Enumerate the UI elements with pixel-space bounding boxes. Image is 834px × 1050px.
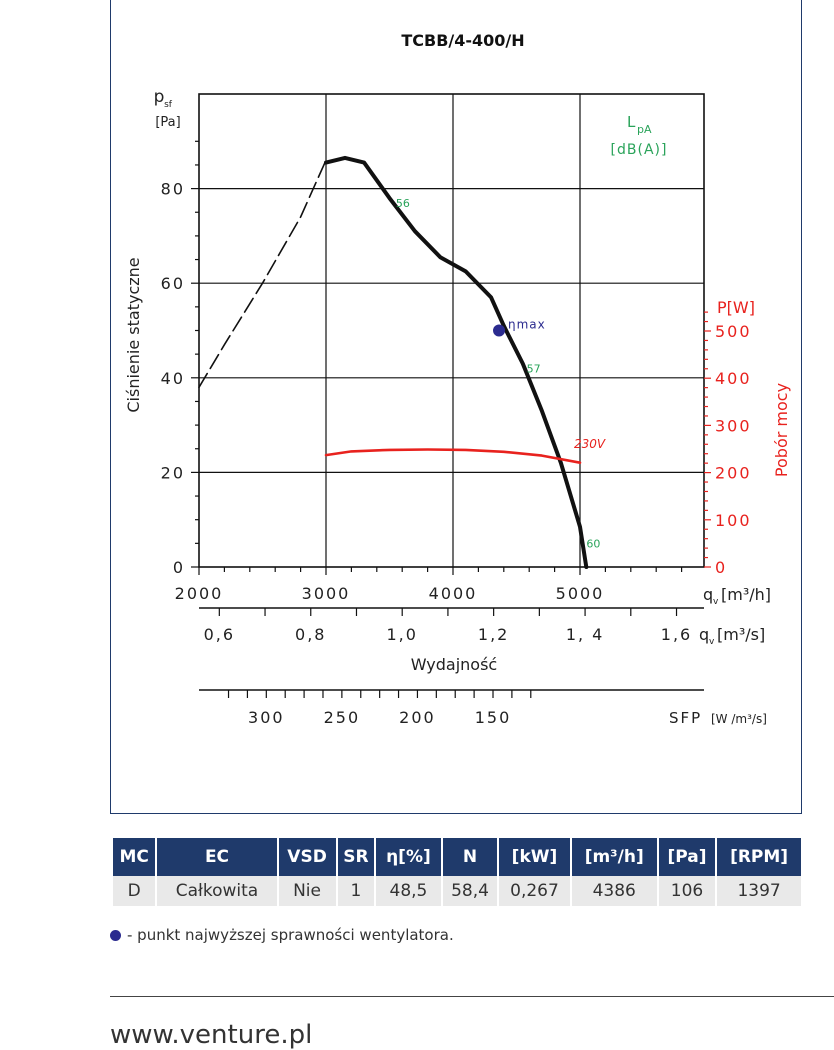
power-axis-title: Pobór mocy bbox=[772, 383, 791, 477]
y-tick-label: 40 bbox=[161, 369, 185, 388]
eta-dot-icon bbox=[110, 929, 121, 941]
table-row: D Całkowita Nie 1 48,5 58,4 0,267 4386 106 1397 bbox=[113, 876, 801, 906]
grid bbox=[199, 94, 704, 567]
noise-label: 56 bbox=[396, 197, 410, 210]
lpa-unit: [dB(A)] bbox=[611, 142, 668, 158]
table-cell: 4386 bbox=[571, 876, 657, 906]
table-header-cell: EC bbox=[157, 838, 277, 876]
y-unit-sub: sf bbox=[164, 100, 173, 110]
table-cell: 48,5 bbox=[376, 876, 441, 906]
y-tick-label: 0 bbox=[173, 558, 185, 577]
power-tick-label: 100 bbox=[715, 511, 752, 530]
footer-divider bbox=[110, 996, 834, 997]
x-tick-label: 3000 bbox=[302, 584, 351, 603]
series bbox=[198, 155, 589, 569]
table-cell: 1 bbox=[337, 876, 375, 906]
sfp-unit: [W /m³/s] bbox=[711, 712, 767, 726]
x-unit-m3h-rest: [m³/h] bbox=[721, 585, 771, 604]
y-tick-label: 80 bbox=[161, 180, 185, 199]
power-tick-label: 400 bbox=[715, 369, 752, 388]
table-cell: 58,4 bbox=[442, 876, 498, 906]
table-header-cell: [kW] bbox=[499, 838, 570, 876]
table-cell: 0,267 bbox=[499, 876, 570, 906]
lpa-sub: pA bbox=[637, 123, 652, 136]
y-unit-label: p bbox=[154, 87, 165, 107]
power-tick-label: 200 bbox=[715, 464, 752, 483]
power-tick-label: 0 bbox=[715, 558, 727, 577]
table-cell: 1397 bbox=[717, 876, 801, 906]
x-tick-label: 2000 bbox=[175, 584, 224, 603]
power-tick-label: 300 bbox=[715, 416, 752, 435]
table-header-cell: η[%] bbox=[376, 838, 441, 876]
sfp-tick-label: 250 bbox=[324, 708, 361, 727]
axes bbox=[191, 93, 711, 698]
noise-label: 57 bbox=[527, 362, 541, 375]
y-unit: [Pa] bbox=[155, 115, 180, 130]
x-unit-m3h-sub: v bbox=[713, 597, 719, 607]
power-curve bbox=[324, 448, 582, 464]
x-tick-label: 4000 bbox=[429, 584, 478, 603]
sfp-tick-label: 200 bbox=[399, 708, 436, 727]
table-header-cell: [m³/h] bbox=[571, 838, 657, 876]
spec-table: MC EC VSD SR η[%] N [kW] [m³/h] [Pa] [RPM] D Całko… bbox=[111, 838, 803, 906]
x-tick-label: 5000 bbox=[556, 584, 605, 603]
power-series-label: 230V bbox=[574, 437, 606, 451]
plot-border bbox=[198, 93, 705, 568]
table-header-row: MC EC VSD SR η[%] N [kW] [m³/h] [Pa] [RPM] bbox=[113, 838, 801, 876]
sfp-label: SFP bbox=[669, 709, 702, 727]
x-unit-m3s-rest: [m³/s] bbox=[717, 625, 765, 644]
table-cell: 106 bbox=[658, 876, 716, 906]
x-unit-m3s: q bbox=[699, 625, 709, 644]
m3s-tick-label: 1, 4 bbox=[566, 625, 605, 644]
power-unit: P[W] bbox=[717, 298, 755, 317]
x-axis-title: Wydajność bbox=[411, 655, 497, 674]
eta-max-label: ηmax bbox=[508, 318, 546, 332]
lpa-label: L bbox=[627, 113, 636, 131]
power-tick-label: 500 bbox=[715, 322, 752, 341]
m3s-tick-label: 1,2 bbox=[478, 625, 509, 644]
legend-note: - punkt najwyższej sprawności wentylator… bbox=[110, 926, 454, 944]
x-unit-m3h: q bbox=[703, 585, 713, 604]
table-header-cell: SR bbox=[337, 838, 375, 876]
footer-url[interactable]: www.venture.pl bbox=[110, 1020, 313, 1050]
chart-title: TCBB/4-400/H bbox=[401, 31, 524, 50]
y-tick-label: 60 bbox=[161, 274, 185, 293]
m3s-tick-label: 0,8 bbox=[295, 625, 326, 644]
fan-performance-chart: TCBB/4-400/H 0 20 40 60 80 p sf [Pa] Ciśnienie s… bbox=[124, 31, 791, 727]
m3s-tick-label: 0,6 bbox=[204, 625, 235, 644]
sfp-tick-label: 150 bbox=[475, 708, 512, 727]
table-cell: Całkowita bbox=[157, 876, 277, 906]
m3s-tick-label: 1,6 bbox=[661, 625, 692, 644]
x-unit-m3s-sub: v bbox=[709, 637, 715, 647]
stall-curve bbox=[198, 159, 327, 389]
y-tick-label: 20 bbox=[161, 463, 185, 482]
legend-note-text: - punkt najwyższej sprawności wentylator… bbox=[127, 926, 454, 944]
table-header-cell: VSD bbox=[278, 838, 336, 876]
sfp-tick-label: 300 bbox=[248, 708, 285, 727]
m3s-tick-label: 1,0 bbox=[386, 625, 417, 644]
table-header-cell: MC bbox=[113, 838, 156, 876]
table-header-cell: [Pa] bbox=[658, 838, 716, 876]
noise-label: 60 bbox=[586, 537, 600, 550]
table-cell: Nie bbox=[278, 876, 336, 906]
y-axis-title: Ciśnienie statyczne bbox=[124, 257, 143, 412]
table-header-cell: N bbox=[442, 838, 498, 876]
table-header-cell: [RPM] bbox=[717, 838, 801, 876]
pressure-curve bbox=[324, 155, 589, 569]
table-cell: D bbox=[113, 876, 156, 906]
chart-frame: TCBB/4-400/H 0 20 40 60 80 p sf [Pa] Ciśnienie s… bbox=[110, 0, 802, 814]
eta-max-point bbox=[493, 324, 506, 337]
